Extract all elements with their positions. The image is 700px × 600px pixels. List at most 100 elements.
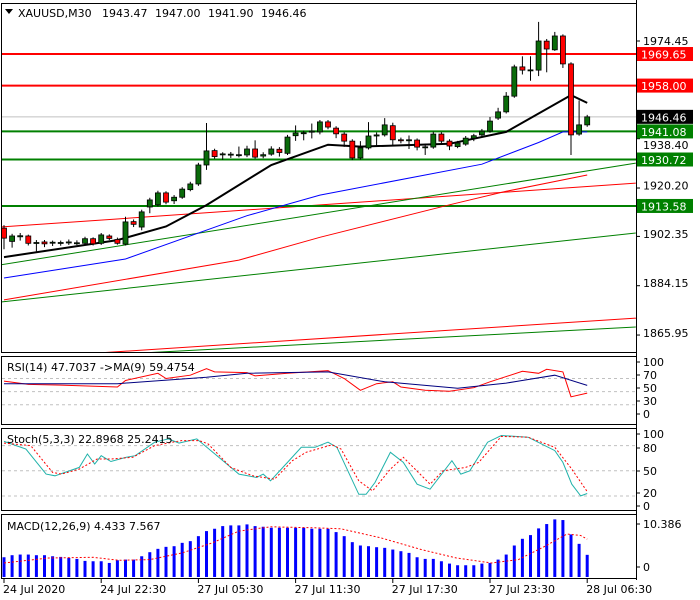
candle-66	[535, 21, 542, 77]
macd-bar-29	[237, 525, 241, 577]
open-price: 1943.47	[102, 7, 148, 20]
macd-bar-54	[439, 561, 443, 577]
macd-bar-4	[34, 555, 38, 577]
candle-53	[430, 131, 437, 149]
macd-bar-62	[504, 554, 508, 577]
candle-body	[446, 140, 453, 147]
level-label-bg	[637, 124, 693, 139]
stoch-tick-label: 0	[643, 500, 650, 513]
macd-bar-35	[286, 527, 289, 577]
macd-bar-24	[196, 536, 200, 577]
level-label-bg	[637, 198, 693, 213]
candle-60	[487, 117, 493, 133]
price-tick-label: 1938.40	[643, 139, 689, 152]
macd-bar-17	[140, 556, 144, 577]
candle-body	[551, 35, 558, 51]
macd-bar-68	[553, 519, 557, 577]
rsi-ma-line	[4, 371, 588, 389]
macd-bar-21	[172, 546, 176, 577]
macd-bar-51	[415, 557, 419, 577]
candle-54	[438, 132, 445, 145]
candle-20	[163, 191, 169, 205]
candle-body	[195, 164, 202, 185]
macd-bar-55	[448, 563, 451, 577]
level-label-bg	[637, 152, 693, 167]
dropdown-triangle-icon[interactable]	[5, 9, 13, 14]
candle-body	[300, 132, 307, 135]
rsi-line	[3, 368, 588, 398]
candle-body	[349, 140, 356, 159]
moving-average-line-0	[3, 93, 588, 259]
candle-body	[114, 239, 121, 244]
candle-51	[414, 138, 421, 151]
candle-body	[130, 221, 137, 225]
candle-body	[106, 235, 113, 239]
candle-23	[187, 181, 194, 192]
candle-body	[560, 35, 566, 65]
candle-body	[57, 242, 64, 244]
symbol-label: XAUUSD,M30	[18, 7, 92, 20]
macd-bar-58	[472, 565, 476, 577]
last-price-label: 1946.46	[641, 111, 687, 124]
rsi-panel-frame	[1, 356, 637, 425]
macd-bar-28	[229, 525, 233, 577]
price-tick-label: 1974.45	[643, 35, 689, 48]
candle-body	[284, 136, 291, 154]
candle-59	[478, 128, 485, 137]
candle-8	[65, 239, 72, 245]
candle-body	[535, 40, 542, 71]
rsi-tick-label: 30	[643, 395, 657, 408]
macd-bar-23	[188, 541, 192, 577]
macd-bar-42	[342, 536, 346, 577]
macd-bar-38	[310, 528, 314, 577]
macd-bar-37	[302, 527, 306, 577]
candle-body	[49, 241, 56, 244]
macd-tick-label: 10.386	[643, 518, 682, 531]
price-tick-label: 1902.35	[643, 228, 689, 241]
level-label: 1958.00	[641, 80, 687, 93]
macd-bar-6	[51, 556, 55, 577]
macd-bar-1	[10, 555, 14, 577]
candle-28	[227, 151, 234, 158]
candle-24	[195, 162, 202, 186]
candle-9	[74, 240, 80, 246]
macd-bar-40	[326, 528, 330, 577]
candle-43	[349, 139, 356, 161]
macd-bar-16	[132, 559, 136, 577]
macd-bar-41	[334, 532, 338, 577]
candle-body	[454, 142, 461, 147]
time-label: 27 Jul 23:30	[489, 583, 555, 596]
candle-7	[57, 240, 64, 246]
candle-body	[154, 192, 161, 206]
candle-body	[244, 148, 250, 156]
candle-38	[308, 123, 315, 139]
candle-12	[98, 233, 105, 245]
candle-body	[260, 154, 267, 157]
candle-21	[171, 195, 178, 205]
rsi-tick-label: 70	[643, 369, 657, 382]
macd-bar-43	[350, 542, 354, 577]
candle-body	[235, 154, 242, 157]
macd-bar-9	[75, 558, 79, 577]
macd-bar-25	[205, 531, 208, 577]
macd-bar-59	[480, 563, 484, 577]
candle-31	[252, 140, 259, 159]
candle-body	[252, 148, 259, 158]
candle-body	[146, 199, 153, 208]
candle-65	[527, 56, 534, 81]
candle-19	[154, 190, 161, 207]
macd-bar-10	[83, 560, 87, 577]
candle-5	[41, 240, 48, 248]
candle-29	[235, 146, 242, 158]
candle-body	[576, 124, 582, 135]
candle-13	[106, 234, 113, 241]
candle-56	[454, 140, 461, 149]
candle-body	[373, 134, 380, 137]
candle-6	[49, 240, 56, 247]
candle-body	[74, 242, 80, 245]
time-label: 24 Jul 2020	[3, 583, 65, 596]
stoch-tick-label: 80	[643, 442, 657, 455]
candle-50	[406, 135, 412, 149]
candle-44	[357, 141, 364, 160]
